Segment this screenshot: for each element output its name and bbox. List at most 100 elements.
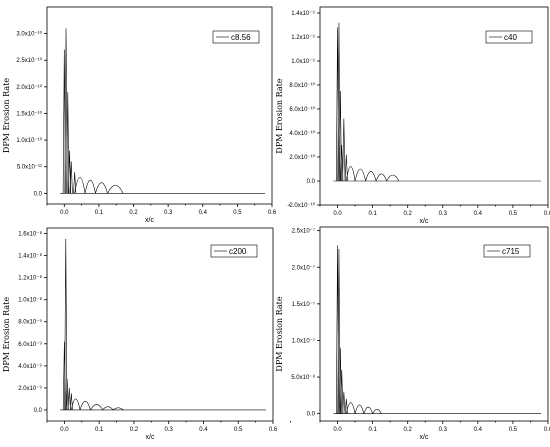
- y-tick-label: 8.0x10⁻⁹: [18, 319, 42, 326]
- x-tick-label: 0.3: [439, 427, 448, 433]
- series-peak: [337, 248, 341, 414]
- series-peak: [337, 22, 341, 182]
- y-tick-label: 1.0x10⁻⁹: [291, 58, 315, 65]
- y-tick-label: 2.5x10⁻¹⁰: [16, 57, 42, 64]
- series-peak: [338, 90, 342, 182]
- series-arch: [386, 174, 400, 182]
- legend: c8.56: [212, 30, 260, 44]
- y-tick-label: 3.0x10⁻¹⁰: [16, 31, 42, 38]
- x-tick-label: 0.0: [333, 211, 342, 217]
- legend: c200: [210, 244, 258, 258]
- y-tick-label: 0.0: [34, 191, 43, 197]
- legend-box: [210, 244, 258, 258]
- series-peak: [340, 144, 344, 182]
- series-peak: [342, 118, 346, 182]
- x-tick-label: 0.4: [474, 211, 483, 217]
- y-tick-label: 1.0x10⁻⁸: [18, 297, 42, 304]
- y-tick-label: 1.0x10⁻⁷: [292, 337, 315, 344]
- x-tick-label: 0.6: [269, 427, 278, 433]
- x-tick-label: 0.5: [509, 427, 518, 433]
- series-arch: [375, 173, 387, 182]
- y-axis-label: DPM Erosion Rate: [275, 78, 284, 153]
- y-tick-label: 2.0x10⁻⁹: [18, 385, 42, 392]
- series-arch: [74, 177, 86, 194]
- series-arch: [107, 185, 124, 194]
- x-tick-label: 0.0: [60, 427, 69, 433]
- y-axis-label: DPM Erosion Rate: [275, 296, 284, 371]
- series-peak: [69, 161, 73, 194]
- x-tick-label: 0.0: [333, 427, 342, 433]
- x-tick-label: 0.4: [199, 427, 208, 433]
- x-tick-label: 0.4: [199, 210, 208, 216]
- x-tick-label: 0.2: [404, 427, 413, 433]
- series-arch: [84, 179, 96, 194]
- x-tick-label: 0.2: [129, 210, 138, 216]
- legend-label: c40: [504, 33, 517, 42]
- y-tick-label: 5.0x10⁻¹¹: [17, 165, 42, 171]
- series-arch: [71, 398, 81, 411]
- series-arch: [354, 168, 366, 182]
- x-tick-label: 0.3: [164, 210, 173, 216]
- y-tick-label: 1.6x10⁻⁸: [18, 231, 42, 238]
- series-arch: [112, 407, 124, 411]
- series-peak: [67, 387, 71, 410]
- chart-panel-c8.56: 0.0 0.1 0.2 0.3 0.4 0.5 0.6 0.0 5.0x10⁻¹¹ 1.0x10⁻…: [2, 6, 290, 224]
- y-tick-label: 2.0x10⁻¹⁰: [289, 154, 315, 161]
- y-tick-label: 0.0: [307, 179, 316, 185]
- x-tick-label: 0.1: [95, 427, 104, 433]
- series-arch: [354, 404, 365, 414]
- series-arch: [79, 400, 91, 411]
- x-tick-label: 0.6: [544, 427, 550, 433]
- series-peak: [64, 28, 68, 194]
- y-tick-label: 2.0x10⁻¹⁰: [16, 84, 42, 91]
- legend-label: c715: [502, 247, 520, 256]
- series-peak: [344, 399, 348, 414]
- x-tick-label: 0.3: [439, 211, 448, 217]
- x-tick-label: 0.2: [404, 211, 413, 217]
- series-arch: [372, 408, 382, 414]
- x-axis-label: x/c: [420, 218, 429, 225]
- legend-box: [483, 244, 531, 258]
- series-peak: [344, 154, 348, 182]
- x-tick-label: 0.0: [60, 210, 69, 216]
- series-arch: [346, 402, 356, 414]
- x-axis-label: x/c: [420, 434, 429, 441]
- plot-frame: [319, 226, 549, 422]
- chart-panel-c40: 0.0 0.1 0.2 0.3 0.4 0.5 0.6 -2.0x10⁻¹⁰ 0.0 2.0x10…: [275, 6, 550, 225]
- x-tick-label: 0.6: [268, 210, 277, 216]
- series-peak: [62, 341, 66, 410]
- y-tick-label: 2.5x10⁻⁷: [292, 228, 315, 235]
- y-tick-label: 0.0: [307, 412, 316, 418]
- y-axis-label: DPM Erosion Rate: [2, 78, 11, 153]
- legend: c40: [485, 30, 533, 44]
- series-arch: [90, 404, 103, 411]
- series-arch: [363, 406, 373, 414]
- y-tick-label: 1.4x10⁻⁸: [18, 253, 42, 260]
- y-tick-label: 4.0x10⁻¹⁰: [289, 130, 315, 137]
- x-tick-label: 0.2: [130, 427, 139, 433]
- y-tick-label: -2.0x10⁻¹⁰: [287, 202, 315, 209]
- legend: c715: [483, 244, 531, 258]
- series-peak: [340, 369, 344, 414]
- series-arch: [95, 182, 108, 194]
- x-tick-label: 0.1: [368, 427, 377, 433]
- x-tick-label: 0.6: [544, 211, 550, 217]
- y-tick-label: 6.0x10⁻⁹: [18, 341, 42, 348]
- y-tick-label: 1.0x10⁻¹⁰: [16, 137, 42, 144]
- y-tick-label: 1.2x10⁻⁹: [291, 34, 315, 41]
- x-tick-label: 0.5: [234, 427, 243, 433]
- plot-frame: [319, 6, 549, 206]
- y-tick-label: 1.4x10⁻⁹: [291, 10, 315, 17]
- series-arch: [346, 166, 356, 182]
- x-tick-label: 0.1: [368, 211, 377, 217]
- series-peak: [69, 393, 73, 410]
- legend-box: [485, 30, 533, 44]
- y-tick-label: 8.0x10⁻¹⁰: [289, 82, 315, 89]
- series-peak: [65, 379, 69, 410]
- series-arch: [102, 406, 114, 411]
- chart-panel-c200: 0.0 0.1 0.2 0.3 0.4 0.5 0.6 0.0 2.0x10⁻⁹ 4.0x10⁻⁹…: [2, 227, 291, 441]
- y-tick-label: 2.0x10⁻⁷: [292, 264, 315, 271]
- y-tick-label: 1.5x10⁻⁷: [292, 301, 315, 308]
- series-peak: [73, 172, 77, 194]
